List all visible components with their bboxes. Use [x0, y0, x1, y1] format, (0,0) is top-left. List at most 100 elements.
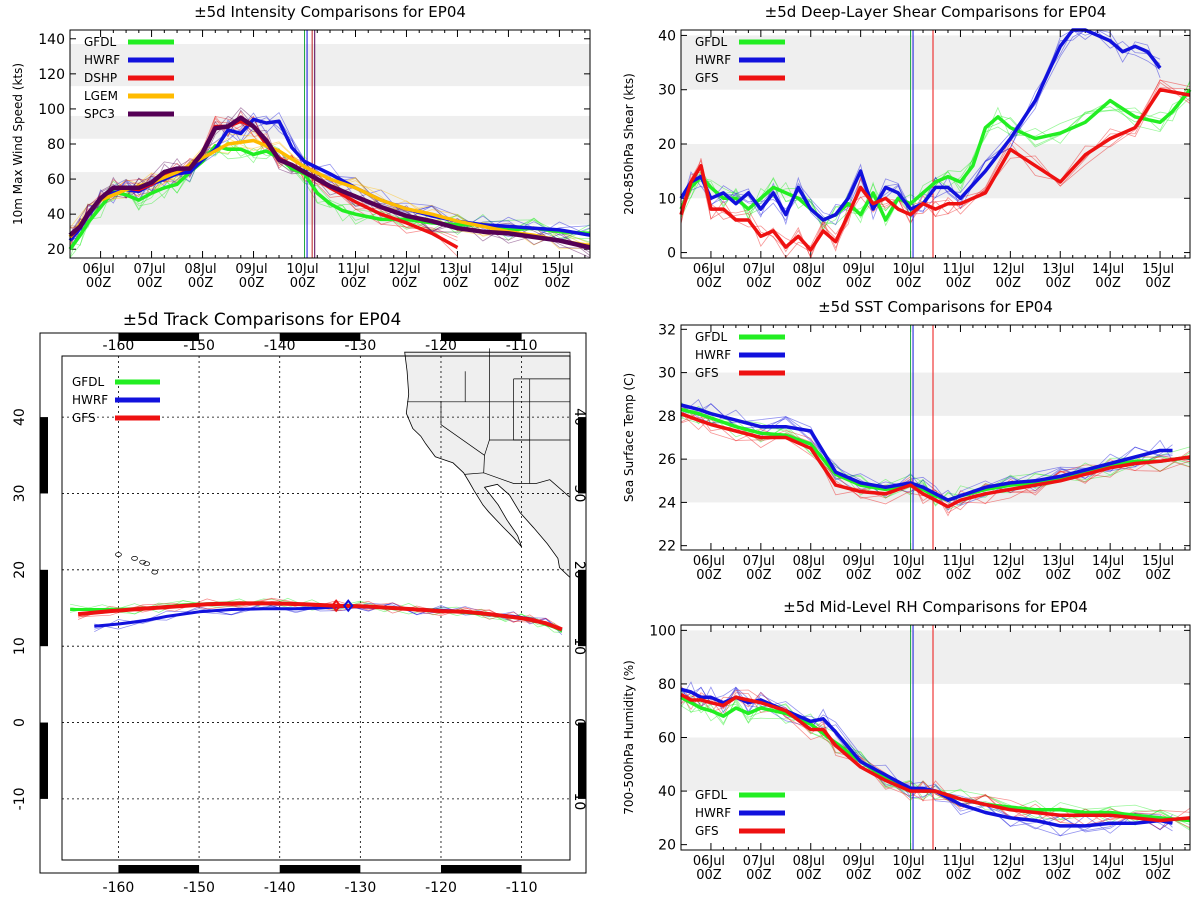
- lon-label-top: -140: [264, 338, 296, 354]
- x-hour-label: 00Z: [1046, 276, 1072, 291]
- x-date-label: 08Jul: [793, 262, 825, 277]
- plot-frame: [680, 324, 1191, 551]
- lat-label-left: 40: [12, 408, 28, 426]
- y-axis-label: 700-500hPa Humidity (%): [622, 660, 636, 815]
- x-date-label: 09Jul: [843, 262, 875, 277]
- state-border: [464, 472, 571, 498]
- lat-label-left: 0: [12, 718, 28, 727]
- map-inner-frame: [61, 355, 571, 861]
- lon-label-top: -110: [506, 338, 538, 354]
- map-border-segment: [578, 569, 586, 647]
- lon-label-bottom: -130: [344, 880, 376, 896]
- x-hour-label: 00Z: [746, 276, 772, 291]
- chart-title: ±5d Deep-Layer Shear Comparisons for EP0…: [765, 3, 1107, 21]
- x-date-label: 10Jul: [892, 854, 924, 869]
- y-tick-label: 10: [658, 191, 676, 207]
- x-hour-label: 00Z: [946, 868, 972, 883]
- x-hour-label: 00Z: [1095, 868, 1121, 883]
- x-hour-label: 00Z: [1145, 276, 1171, 291]
- x-date-label: 14Jul: [1092, 554, 1124, 569]
- map-border-segment: [440, 333, 522, 341]
- x-date-label: 09Jul: [235, 262, 267, 277]
- y-tick-label: 20: [658, 137, 676, 153]
- x-hour-label: 00Z: [696, 276, 722, 291]
- plot-frame: [680, 624, 1191, 851]
- island: [139, 559, 146, 565]
- y-tick-label: 32: [658, 322, 676, 338]
- x-hour-label: 00Z: [746, 568, 772, 583]
- x-hour-label: 00Z: [545, 276, 571, 291]
- shade-band: [681, 737, 1190, 792]
- x-hour-label: 00Z: [1095, 568, 1121, 583]
- series-gfs: [680, 412, 1191, 509]
- chart-shear: ±5d Deep-Layer Shear Comparisons for EP0…: [622, 3, 1192, 291]
- x-hour-label: 00Z: [946, 276, 972, 291]
- shade-band: [70, 115, 590, 139]
- y-tick-label: 100: [38, 102, 65, 118]
- ensemble-track: [78, 598, 562, 630]
- lon-label-top: -150: [183, 338, 215, 354]
- x-date-label: 09Jul: [843, 554, 875, 569]
- x-date-label: 13Jul: [1042, 854, 1074, 869]
- legend-label-gfdl: GFDL: [695, 330, 727, 344]
- x-date-label: 10Jul: [892, 262, 924, 277]
- x-date-label: 06Jul: [82, 262, 114, 277]
- shade-band: [681, 372, 1190, 416]
- legend-label-gfs: GFS: [695, 824, 719, 838]
- lat-label-left: 30: [12, 485, 28, 503]
- lon-label-bottom: -150: [183, 880, 215, 896]
- track-gfs: [77, 601, 563, 632]
- state-border: [484, 348, 490, 456]
- y-tick-label: 30: [658, 366, 676, 382]
- series-gfs: [680, 693, 1191, 823]
- lat-label-right: 10: [571, 637, 587, 655]
- x-date-label: 15Jul: [1142, 854, 1174, 869]
- x-hour-label: 00Z: [137, 276, 163, 291]
- x-date-label: 15Jul: [1142, 262, 1174, 277]
- x-hour-label: 00Z: [796, 276, 822, 291]
- lon-label-top: -120: [425, 338, 457, 354]
- map-border-segment: [40, 417, 48, 494]
- chart-intensity: ±5d Intensity Comparisons for EP04 10m Ma…: [11, 3, 591, 291]
- chart-title: ±5d SST Comparisons for EP04: [818, 298, 1053, 316]
- map-border-segment: [40, 722, 48, 799]
- ensemble-line: [69, 117, 591, 251]
- chart-title: ±5d Track Comparisons for EP04: [123, 310, 402, 330]
- x-hour-label: 00Z: [896, 568, 922, 583]
- series-spc3: [68, 115, 591, 250]
- x-hour-label: 00Z: [188, 276, 214, 291]
- series-gfdl: [680, 407, 1191, 502]
- legend-label-gfdl: GFDL: [84, 35, 116, 49]
- chart-title: ±5d Mid-Level RH Comparisons for EP04: [783, 598, 1088, 616]
- legend-label-lgem: LGEM: [84, 89, 118, 103]
- x-hour-label: 00Z: [290, 276, 316, 291]
- x-hour-label: 00Z: [846, 868, 872, 883]
- map-border-segment: [279, 333, 361, 341]
- legend-label-gfdl: GFDL: [695, 788, 727, 802]
- x-date-label: 11Jul: [942, 262, 974, 277]
- island: [143, 561, 151, 567]
- current-position-marker: [330, 599, 342, 613]
- lat-label-right: 0: [571, 718, 587, 727]
- y-tick-label: 80: [47, 137, 65, 153]
- lat-label-right: -10: [571, 787, 587, 810]
- x-date-label: 15Jul: [541, 262, 573, 277]
- x-date-label: 11Jul: [942, 554, 974, 569]
- legend-label-hwrf: HWRF: [72, 393, 108, 407]
- x-date-label: 13Jul: [1042, 262, 1074, 277]
- x-date-label: 14Jul: [1092, 262, 1124, 277]
- x-date-label: 08Jul: [184, 262, 216, 277]
- legend-label-gfs: GFS: [695, 71, 719, 85]
- lat-label-right: 40: [571, 408, 587, 426]
- series-gfdl: [679, 88, 1192, 222]
- x-date-label: 07Jul: [743, 262, 775, 277]
- x-date-label: 12Jul: [388, 262, 420, 277]
- x-date-label: 07Jul: [133, 262, 165, 277]
- x-hour-label: 00Z: [1046, 568, 1072, 583]
- state-border: [440, 401, 485, 473]
- legend-label-hwrf: HWRF: [695, 806, 731, 820]
- y-tick-label: 26: [658, 452, 676, 468]
- x-date-label: 14Jul: [1092, 854, 1124, 869]
- y-tick-label: 140: [38, 32, 65, 48]
- lat-label-left: -10: [12, 787, 28, 810]
